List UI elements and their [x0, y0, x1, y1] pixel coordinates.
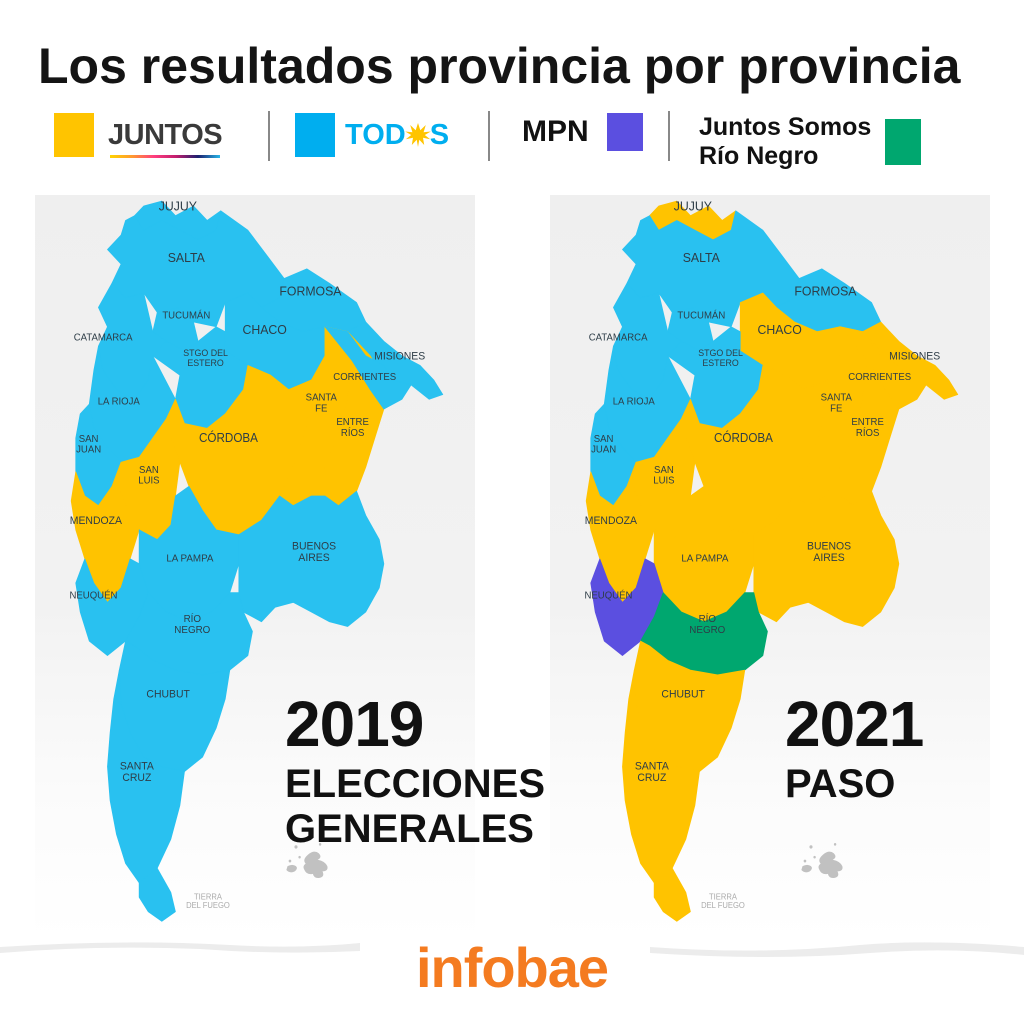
svg-text:CHACO: CHACO: [242, 321, 286, 336]
svg-text:MISIONES: MISIONES: [374, 350, 425, 362]
svg-text:FORMOSA: FORMOSA: [279, 283, 342, 298]
svg-text:CORRIENTES: CORRIENTES: [333, 372, 396, 383]
svg-text:MENDOZA: MENDOZA: [585, 515, 638, 527]
svg-text:CÓRDOBA: CÓRDOBA: [199, 429, 259, 444]
svg-text:JUJUY: JUJUY: [159, 198, 198, 213]
svg-text:LA RIOJA: LA RIOJA: [613, 396, 655, 407]
svg-text:CÓRDOBA: CÓRDOBA: [714, 429, 774, 444]
svg-text:SALTA: SALTA: [683, 249, 721, 264]
svg-text:JUJUY: JUJUY: [674, 198, 713, 213]
svg-text:MISIONES: MISIONES: [889, 350, 940, 362]
svg-text:LA PAMPA: LA PAMPA: [166, 553, 213, 564]
svg-text:TUCUMÁN: TUCUMÁN: [677, 310, 725, 321]
svg-text:CATAMARCA: CATAMARCA: [74, 332, 133, 343]
svg-text:NEUQUÉN: NEUQUÉN: [585, 590, 633, 601]
svg-text:CHUBUT: CHUBUT: [146, 688, 190, 700]
svg-text:CHUBUT: CHUBUT: [661, 688, 705, 700]
svg-text:CORRIENTES: CORRIENTES: [848, 372, 911, 383]
svg-text:NEUQUÉN: NEUQUÉN: [70, 590, 118, 601]
svg-text:LA RIOJA: LA RIOJA: [98, 396, 140, 407]
svg-text:SALTA: SALTA: [168, 249, 206, 264]
svg-text:MENDOZA: MENDOZA: [70, 515, 123, 527]
svg-text:LA PAMPA: LA PAMPA: [681, 553, 728, 564]
svg-text:FORMOSA: FORMOSA: [794, 283, 857, 298]
svg-text:CATAMARCA: CATAMARCA: [589, 332, 648, 343]
svg-text:CHACO: CHACO: [757, 321, 801, 336]
svg-text:TUCUMÁN: TUCUMÁN: [162, 310, 210, 321]
